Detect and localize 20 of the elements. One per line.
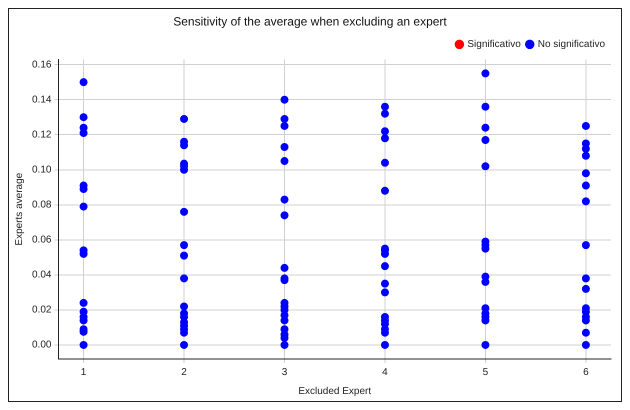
y-tick-label: 0.12 (32, 129, 52, 140)
y-tick-label: 0.04 (32, 270, 52, 281)
chart-title: Sensitivity of the average when excluding an expert (173, 14, 448, 29)
x-tick-label: 6 (583, 366, 590, 378)
x-tick-label: 5 (482, 366, 489, 378)
x-tick-label: 3 (282, 366, 288, 378)
y-tick-label: 0.00 (32, 340, 52, 351)
x-tick-label: 1 (80, 366, 87, 378)
x-axis-title: Excluded Expert (298, 386, 372, 397)
y-tick-label: 0.08 (32, 200, 52, 211)
y-tick-label: 0.14 (32, 94, 52, 106)
y-tick-label: 0.16 (32, 59, 52, 70)
x-tick-label: 4 (382, 366, 388, 378)
y-tick-label: 0.10 (32, 164, 52, 176)
legend-label: No significativo (538, 39, 606, 50)
x-tick-label: 2 (181, 366, 188, 378)
y-tick-label: 0.06 (32, 234, 52, 246)
legend-label: Significativo (467, 39, 522, 50)
y-tick-label: 0.02 (32, 304, 52, 316)
y-axis-title: Experts average (14, 172, 25, 246)
